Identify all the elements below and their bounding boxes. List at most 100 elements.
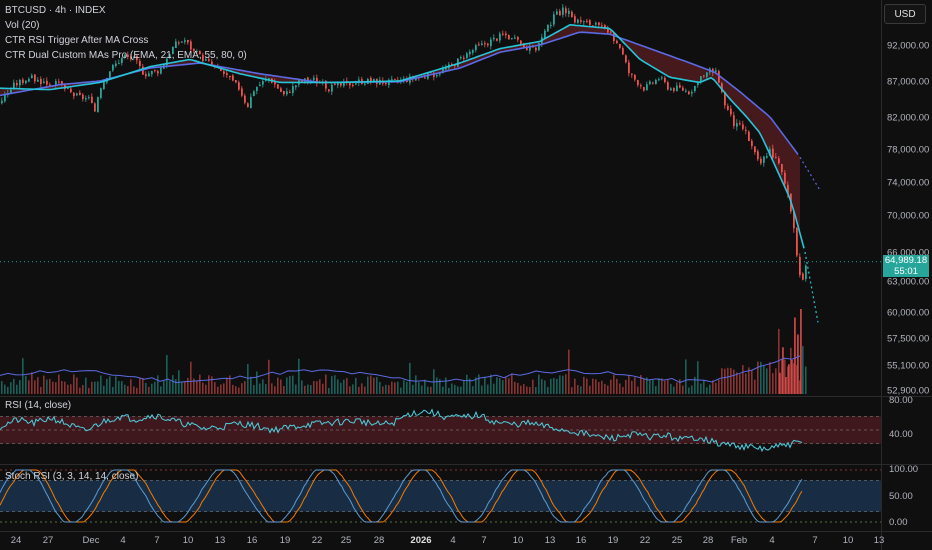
time-axis-label: 16 (576, 535, 587, 546)
candle-body (526, 46, 528, 50)
volume-bar (190, 361, 192, 394)
volume-bar (592, 378, 594, 394)
volume-bar (733, 369, 735, 394)
candle-body (778, 158, 780, 164)
candle-body (706, 72, 708, 77)
candle-body (100, 88, 102, 98)
volume-bar (655, 386, 657, 394)
time-axis-label: 7 (154, 535, 159, 546)
volume-bar (148, 386, 150, 394)
volume-bar (157, 375, 159, 394)
time-axis-label: 27 (43, 535, 54, 546)
dual-ma-legend[interactable]: CTR Dual Custom MAs Pro (EMA, 21, EMA, 5… (5, 50, 247, 61)
rsi-line (0, 408, 803, 453)
time-axis-label: 4 (450, 535, 455, 546)
volume-bar (106, 378, 108, 394)
candle-body (46, 80, 48, 85)
volume-bar (478, 374, 480, 394)
candle-body (370, 77, 372, 82)
volume-bar (556, 378, 558, 394)
candle-body (463, 57, 465, 59)
volume-bar (751, 370, 753, 394)
volume-bar (679, 379, 681, 394)
candle-body (328, 89, 330, 92)
candle-body (670, 88, 672, 91)
time-axis-label: 25 (672, 535, 683, 546)
candle-body (634, 75, 636, 80)
candle-body (349, 81, 351, 86)
volume-bar (463, 380, 465, 394)
candle-body (769, 149, 771, 156)
volume-bar (358, 386, 360, 394)
candle-body (472, 50, 474, 53)
ema-fast-projection (804, 251, 819, 323)
candle-body (343, 81, 345, 86)
volume-bar (547, 387, 549, 394)
volume-bar (682, 385, 684, 394)
candle-body (196, 51, 198, 53)
volume-bar (718, 379, 720, 394)
volume-bar (589, 385, 591, 394)
stoch-rsi-legend[interactable]: Stoch RSI (3, 3, 14, 14, close) (5, 471, 139, 482)
price-axis-label: 63,000.00 (887, 277, 929, 288)
candle-body (658, 79, 660, 81)
candle-body (28, 78, 30, 82)
candle-body (484, 43, 486, 45)
volume-legend[interactable]: Vol (20) (5, 20, 40, 31)
volume-bar (376, 377, 378, 394)
volume-bar (163, 381, 165, 394)
candle-body (649, 81, 651, 85)
rsi-legend[interactable]: RSI (14, close) (5, 400, 72, 411)
candle-body (538, 43, 540, 51)
candle-body (697, 82, 699, 86)
volume-bar (424, 379, 426, 394)
volume-bar (664, 380, 666, 394)
candle-body (493, 37, 495, 40)
candle-body (313, 77, 315, 80)
candle-body (517, 36, 519, 40)
volume-bar (310, 384, 312, 394)
candle-body (475, 45, 477, 51)
volume-bar (373, 377, 375, 394)
volume-bar (4, 384, 6, 394)
volume-bar (127, 386, 129, 394)
candle-body (325, 80, 327, 89)
volume-bar (205, 384, 207, 394)
volume-bar (154, 381, 156, 394)
volume-bar (799, 380, 801, 394)
volume-bar (217, 386, 219, 394)
volume-bar (772, 373, 774, 394)
volume-bar (568, 349, 570, 394)
currency-button[interactable]: USD (884, 4, 926, 24)
volume-bar (61, 381, 63, 394)
candle-body (589, 20, 591, 25)
rsi-trigger-legend[interactable]: CTR RSI Trigger After MA Cross (5, 35, 149, 46)
candle-body (235, 80, 237, 83)
candle-body (355, 83, 357, 85)
candle-body (73, 92, 75, 97)
volume-bar (271, 383, 273, 394)
candle-body (661, 77, 663, 79)
candle-body (718, 71, 720, 83)
candle-body (31, 75, 33, 78)
volume-bar (667, 380, 669, 394)
volume-bar (430, 386, 432, 394)
volume-bar (691, 385, 693, 394)
volume-bar (130, 379, 132, 394)
volume-bar (193, 378, 195, 394)
volume-bar (277, 377, 279, 394)
last-price-tag: 64,989.18 55:01 (883, 255, 929, 277)
stoch-axis-label: 100.00 (889, 464, 918, 475)
volume-bar (295, 384, 297, 394)
candle-body (169, 54, 171, 58)
candle-body (187, 39, 189, 43)
candle-body (424, 77, 426, 79)
candle-body (127, 54, 129, 58)
volume-bar (436, 377, 438, 394)
candle-body (109, 71, 111, 79)
candle-body (673, 87, 675, 91)
volume-bar (364, 386, 366, 394)
volume-bar (22, 358, 24, 394)
candle-body (295, 85, 297, 88)
